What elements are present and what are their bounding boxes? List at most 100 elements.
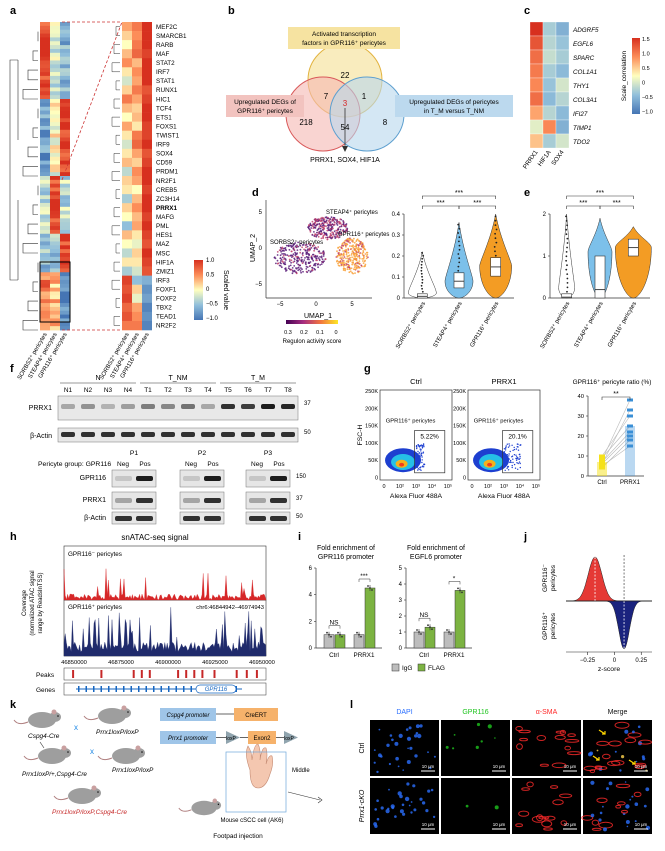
heatmap-a-cell	[60, 87, 70, 92]
heatmap-a-selection-box	[39, 261, 71, 323]
prrx1-band	[221, 404, 235, 409]
scaled-value-label: Scaled value	[222, 270, 229, 310]
heatmap-c-cell	[542, 91, 557, 107]
violin-outlier	[421, 278, 424, 281]
sma-signal	[543, 827, 553, 831]
cell-signal	[394, 815, 397, 818]
heatmap-a-cell	[50, 45, 60, 50]
heatmap-a-cell	[50, 41, 60, 46]
heatmap-a-cell	[50, 137, 60, 142]
heatmap-a-cell	[40, 291, 50, 296]
flow-event	[506, 443, 508, 445]
blot-strip	[179, 469, 225, 488]
umap-point	[287, 267, 290, 270]
neg-band	[183, 476, 200, 481]
umap-point	[362, 262, 365, 264]
heatmap-a-cell	[50, 172, 60, 177]
pos-band	[204, 498, 221, 503]
umap-point	[319, 232, 322, 235]
umap-point	[320, 255, 323, 258]
venn-right-label-line2: in T_M versus T_NM	[424, 108, 484, 115]
umap-point	[319, 256, 321, 258]
western-blots: N T_NM T_MN1 N2 N3 N4 T1 T2 T3 T4 T5 T6 T7 T8PRRX1β-A…	[29, 375, 311, 525]
peak-mark	[185, 670, 188, 678]
flow-event	[415, 445, 418, 448]
neg-band	[249, 476, 266, 481]
sma-signal	[539, 763, 550, 767]
ratio-ytick: 0	[581, 474, 584, 480]
flow-xtick: 10⁵	[532, 483, 540, 490]
umap-point	[313, 249, 315, 252]
flow-event	[416, 447, 418, 450]
cell-signal	[425, 809, 429, 813]
legend-flag: FLAG	[428, 665, 445, 672]
chip-point	[431, 628, 433, 631]
heatmap-c-cell	[542, 119, 557, 135]
violin-outlier	[565, 268, 568, 271]
chip-ytick: 0	[309, 646, 313, 652]
umap-point	[320, 217, 322, 220]
umap-point	[314, 224, 317, 227]
flow-xtick: 10⁴	[516, 483, 525, 490]
chip-ytick: 3	[399, 598, 403, 604]
heatmap-a-cell	[60, 129, 70, 135]
heatmap-c-cell	[555, 35, 570, 51]
umap-point	[309, 261, 312, 263]
heatmap-a-cell	[40, 152, 50, 158]
flow-event	[423, 464, 425, 466]
patient-label: P3	[264, 450, 273, 457]
flow-event	[416, 466, 419, 468]
cell-signal	[475, 745, 479, 750]
heatmap-a-cell	[40, 75, 50, 81]
umap-point	[316, 223, 319, 226]
exon2	[248, 731, 276, 744]
loxp-2	[284, 731, 298, 744]
cell-signal	[596, 749, 599, 752]
umap-point	[348, 268, 351, 271]
umap-point	[310, 243, 312, 245]
violin-outlier	[565, 215, 567, 218]
umap-point	[325, 225, 327, 228]
heatmap-a-cell	[50, 256, 60, 262]
venn-right-label: Upregulated DEGs of pericytes	[409, 99, 499, 106]
neg-pos-label: Pos	[139, 461, 151, 468]
heatmap-a-cell	[40, 125, 50, 131]
umap-point	[320, 223, 323, 226]
umap-point	[294, 254, 297, 257]
ratio-point-ctrl	[599, 456, 605, 460]
sma-signal	[611, 760, 625, 766]
mw-marker-bottom: 150	[296, 474, 307, 480]
heatmap-a-legend: 1.00.50−0.5−1.0 Scaled value	[194, 258, 229, 322]
final-genotype: Prrx1loxP/loxP,Cspg4-Cre	[52, 809, 127, 816]
umap-point	[307, 227, 310, 230]
heatmap-c-cell	[542, 133, 557, 149]
violin-outlier	[457, 253, 460, 255]
umap-point	[336, 224, 339, 226]
umap-xlabel: UMAP_1	[304, 313, 332, 320]
ratio-point-ctrl	[599, 466, 605, 470]
cell-signal	[387, 807, 390, 810]
heatmap-a-cell	[60, 145, 70, 150]
umap-point	[359, 242, 361, 245]
sma-signal	[615, 783, 631, 789]
flow-event	[507, 469, 510, 471]
cell-signal	[395, 756, 399, 761]
umap-point	[340, 246, 343, 249]
heatmap-a-cell	[50, 37, 60, 42]
actin-band	[141, 432, 155, 437]
heatmap-c-row-label: EGFL6	[573, 41, 593, 48]
flow-event	[420, 469, 422, 471]
heatmap-a-cell	[60, 52, 70, 58]
umap-point	[307, 269, 310, 272]
umap-point	[341, 230, 344, 232]
umap-point	[292, 253, 295, 256]
flow-xtick: 10²	[396, 484, 404, 490]
zoom-connector-diag	[61, 21, 123, 181]
heatmap-a-cell	[60, 56, 70, 61]
heatmap-a-cell	[40, 253, 50, 258]
heatmap-a-cell	[40, 210, 50, 215]
umap-point	[288, 265, 290, 268]
heatmap-a-cell	[60, 283, 70, 289]
umap-point	[306, 256, 309, 259]
